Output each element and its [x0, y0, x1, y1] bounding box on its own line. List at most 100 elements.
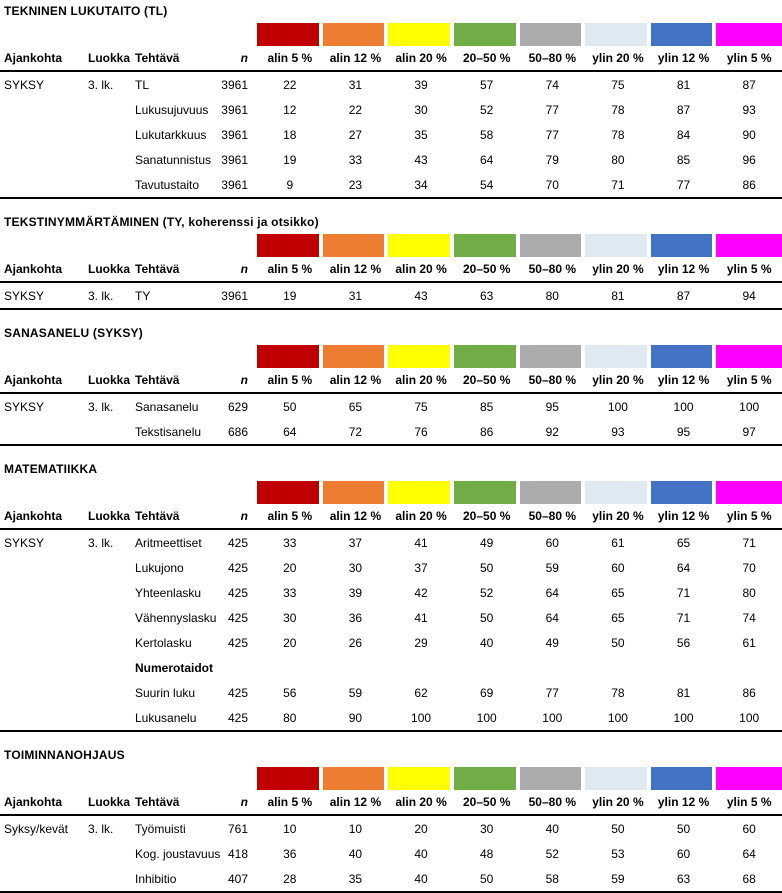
cell-alin-5: 12	[283, 102, 297, 117]
percentile-color-swatch	[257, 767, 319, 790]
column-header-percentile: ylin 20 %	[592, 795, 644, 809]
band-cell	[585, 234, 651, 257]
cell-n: 425	[227, 610, 248, 625]
column-header-tehtava: Tehtävä	[135, 795, 180, 809]
band-cell	[257, 767, 323, 790]
cell-tehtava: TL	[135, 77, 150, 92]
cell-20-50: 40	[480, 635, 494, 650]
table-row: Lukusanelu 425 80 90 100 100 100 100 100…	[0, 705, 782, 730]
percentile-color-swatch	[650, 345, 713, 368]
percentile-color-swatch	[322, 23, 385, 46]
cell-alin-20: 43	[414, 288, 428, 303]
cell-alin-12: 39	[348, 585, 363, 600]
cell-ylin-20: 78	[611, 127, 625, 142]
cell-tehtava: Sanasanelu	[135, 399, 199, 414]
cell-tehtava: Vähennyslasku	[135, 610, 217, 625]
cell-n: 686	[227, 424, 248, 439]
percentile-color-swatch	[585, 234, 647, 257]
column-header-tehtava: Tehtävä	[135, 51, 180, 65]
band-cell	[519, 234, 586, 257]
color-band	[0, 767, 782, 790]
column-header-luokka: Luokka	[88, 262, 131, 276]
cell-ylin-20: 59	[611, 871, 625, 886]
cell-50-80: 52	[545, 846, 559, 861]
cell-alin-12: 26	[348, 635, 363, 650]
cell-tehtava: Lukusanelu	[135, 710, 197, 725]
table-header-row: Ajankohta Luokka Tehtävä n alin 5 % alin…	[0, 257, 782, 283]
cell-n: 425	[227, 560, 248, 575]
column-header-percentile: 20–50 %	[463, 373, 511, 387]
table-row: Lukujono 425 20 30 37 50 59 60 64 70	[0, 555, 782, 580]
cell-ylin-5: 60	[742, 821, 756, 836]
percentile-color-swatch	[453, 23, 516, 46]
percentile-color-swatch	[453, 345, 516, 368]
cell-ylin-12: 65	[676, 535, 691, 550]
cell-alin-5: 56	[283, 685, 297, 700]
column-header-percentile: ylin 12 %	[657, 262, 710, 276]
cell-ajankohta: SYKSY	[4, 288, 45, 303]
cell-ylin-12: 60	[676, 846, 691, 861]
cell-tehtava: Numerotaidot	[135, 660, 213, 675]
percentile-color-swatch	[388, 345, 450, 368]
cell-alin-12: 30	[348, 560, 363, 575]
section-sanasanelu: SANASANELU (SYKSY)	[0, 324, 782, 446]
cell-20-50: 57	[480, 77, 494, 92]
column-header-percentile: alin 12 %	[329, 373, 382, 387]
column-header-percentile: ylin 20 %	[592, 262, 644, 276]
cell-ylin-12: 71	[676, 585, 691, 600]
band-cell	[650, 345, 717, 368]
column-header-n: n	[240, 795, 248, 809]
table-title: TOIMINNANOHJAUS	[4, 748, 125, 762]
column-header-luokka: Luokka	[88, 795, 131, 809]
cell-alin-12: 31	[348, 288, 363, 303]
percentile-color-swatch	[257, 481, 319, 504]
cell-alin-20: 29	[414, 635, 428, 650]
cell-tehtava: Lukusujuvuus	[135, 102, 209, 117]
percentile-color-swatch	[650, 481, 713, 504]
cell-ylin-5: 90	[742, 127, 756, 142]
cell-tehtava: Työmuisti	[135, 821, 186, 836]
cell-alin-20: 100	[411, 710, 432, 725]
cell-alin-5: 36	[283, 846, 297, 861]
cell-ylin-20: 100	[607, 399, 628, 414]
percentile-color-swatch	[388, 23, 450, 46]
percentile-color-swatch	[716, 345, 782, 368]
cell-alin-20: 34	[414, 177, 428, 192]
cell-alin-12: 22	[348, 102, 363, 117]
cell-alin-20: 30	[414, 102, 428, 117]
cell-50-80: 77	[545, 127, 559, 142]
cell-n: 3961	[221, 177, 248, 192]
cell-ylin-5: 97	[742, 424, 756, 439]
section-matematiikka: MATEMATIIKKA	[0, 460, 782, 732]
band-cell	[716, 234, 782, 257]
table-row: Inhibitio 407 28 35 40 50 58 59 63 68	[0, 866, 782, 891]
cell-50-80: 74	[545, 77, 559, 92]
column-header-ajankohta: Ajankohta	[4, 51, 63, 65]
cell-ylin-12: 81	[676, 685, 691, 700]
cell-20-50: 50	[480, 560, 494, 575]
cell-alin-20: 75	[414, 399, 428, 414]
column-header-percentile: ylin 20 %	[592, 373, 644, 387]
cell-n: 3961	[221, 152, 248, 167]
table-body: SYKSY 3. lk. TY 3961 19 31 43 63 80 81 8…	[0, 283, 782, 310]
table-title: TEKSTINYMMÄRTÄMINEN (TY, koherenssi ja o…	[4, 215, 319, 229]
column-header-ajankohta: Ajankohta	[4, 509, 63, 523]
cell-tehtava: TY	[135, 288, 151, 303]
cell-tehtava: Tavutustaito	[135, 177, 200, 192]
percentile-color-swatch	[257, 345, 319, 368]
column-header-tehtava: Tehtävä	[135, 509, 180, 523]
cell-ylin-20: 75	[611, 77, 625, 92]
color-band	[0, 481, 782, 504]
cell-alin-20: 40	[414, 846, 428, 861]
cell-20-50: 52	[480, 102, 494, 117]
percentile-color-swatch	[519, 234, 582, 257]
cell-tehtava: Suurin luku	[135, 685, 196, 700]
percentile-color-swatch	[388, 481, 450, 504]
cell-ylin-5: 93	[742, 102, 756, 117]
cell-ylin-12: 71	[676, 610, 691, 625]
cell-n: 418	[227, 846, 248, 861]
table-row: Tavutustaito 3961 9 23 34 54 70 71 77 86	[0, 172, 782, 197]
band-cell	[388, 345, 454, 368]
band-cell	[519, 345, 586, 368]
cell-alin-20: 41	[414, 610, 428, 625]
